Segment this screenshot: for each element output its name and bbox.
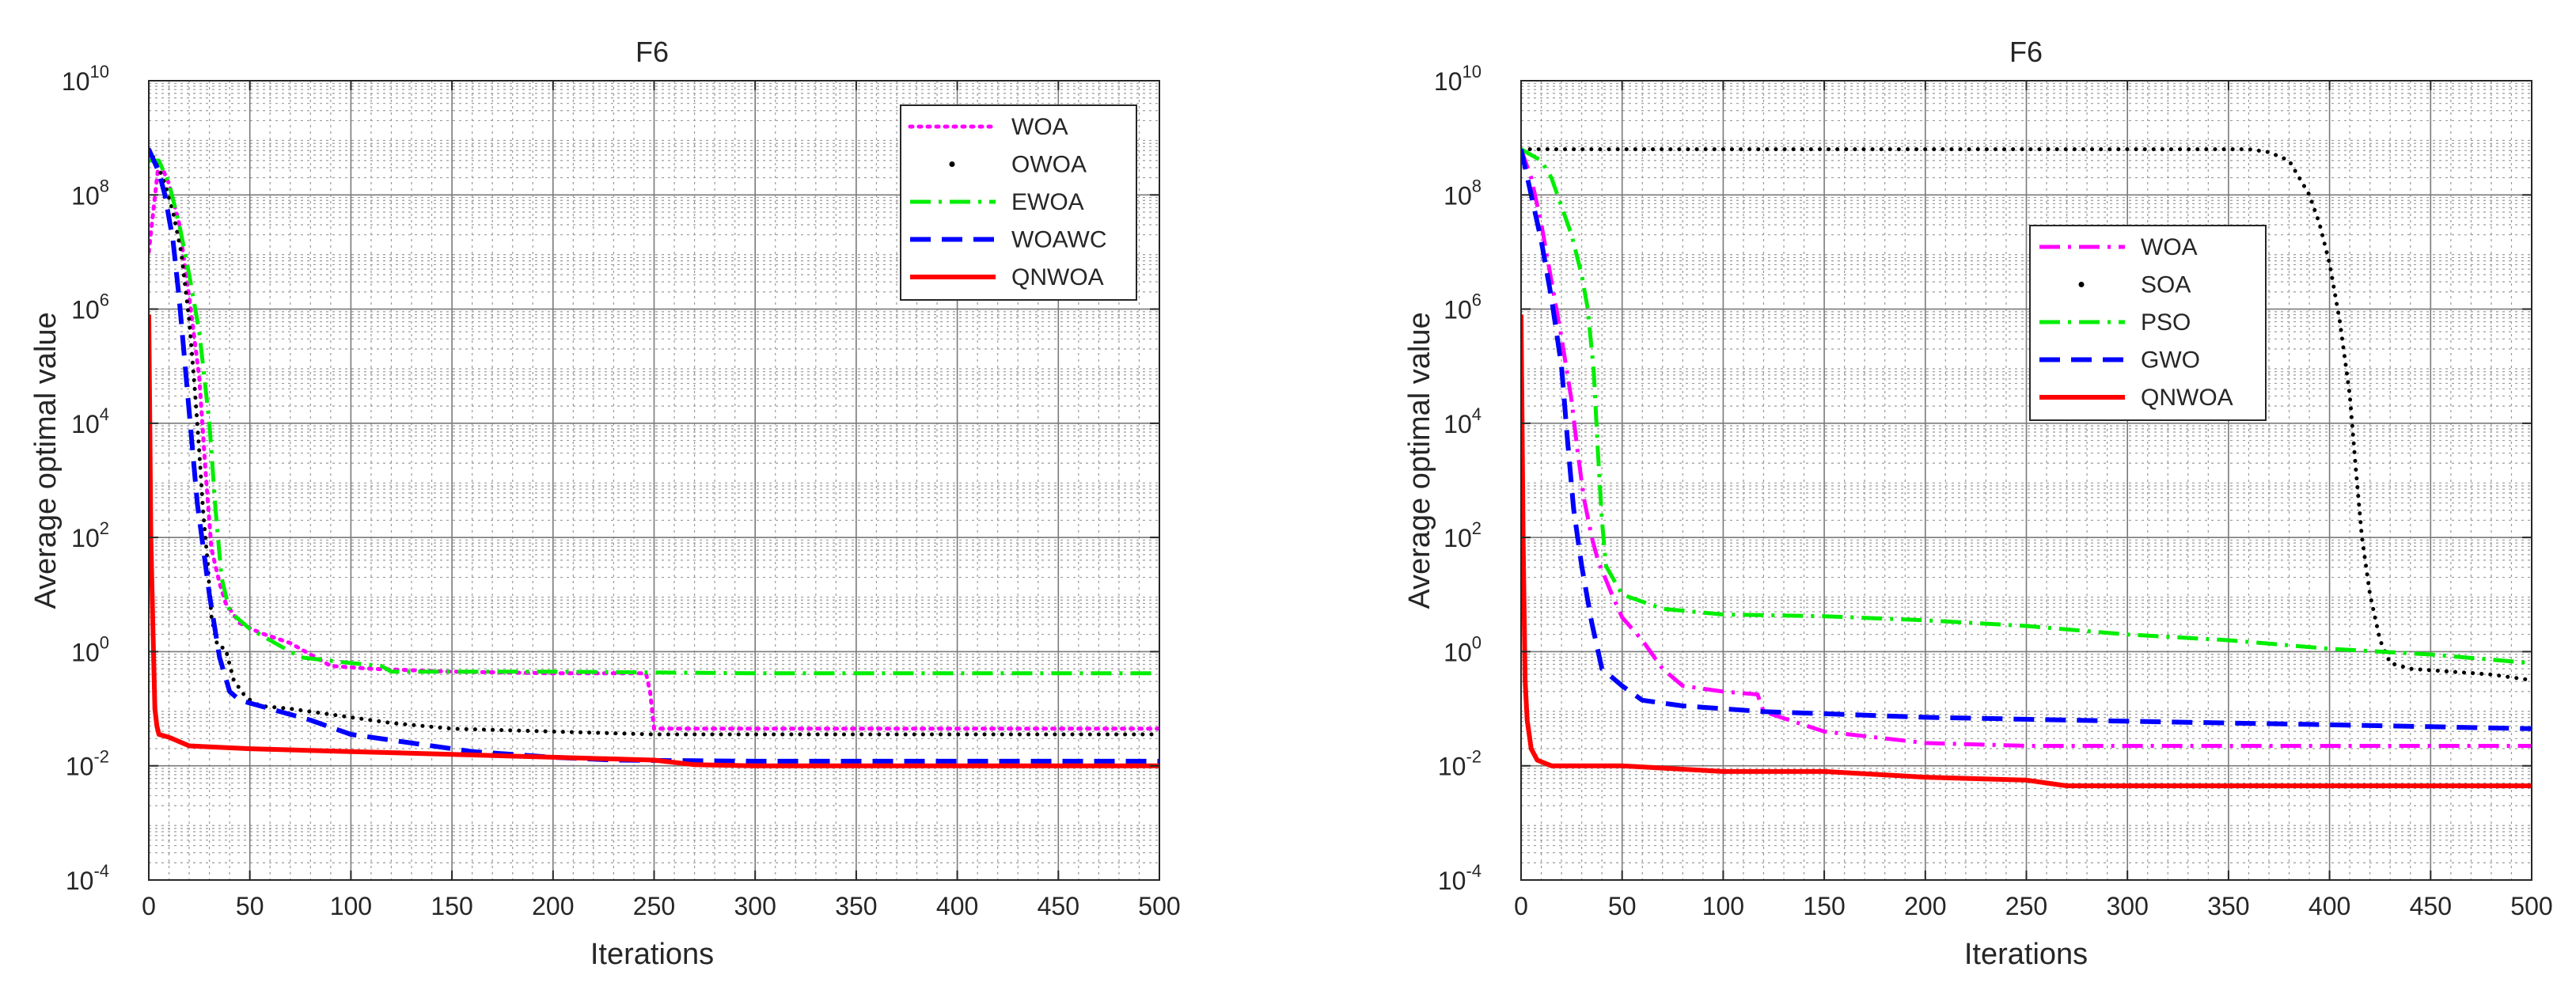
left-y-axis-label: Average optimal value bbox=[29, 312, 63, 609]
left-series-woa-line bbox=[149, 158, 1159, 731]
left-x-tick-label: 400 bbox=[936, 892, 978, 920]
left-series-qnwoa-line bbox=[149, 314, 1159, 768]
left-x-tick-label: 500 bbox=[1138, 892, 1180, 920]
left-series-group bbox=[149, 147, 1159, 768]
left-y-tick-label: 108 bbox=[71, 176, 109, 210]
right-panel: F6 Iterations Average optimal value 0 50 1… bbox=[1403, 36, 2553, 971]
left-panel: F6 Iterations Average optimal value 0 50 1… bbox=[29, 36, 1181, 971]
right-x-tick-label: 250 bbox=[2005, 892, 2047, 920]
left-legend-swatch-owoa bbox=[949, 161, 955, 167]
right-x-axis-label: Iterations bbox=[1964, 938, 2088, 971]
left-y-tick-label: 106 bbox=[71, 290, 109, 324]
right-x-tick-label: 150 bbox=[1803, 892, 1845, 920]
left-y-tick-label: 100 bbox=[71, 632, 109, 666]
right-x-tick-label: 450 bbox=[2410, 892, 2452, 920]
right-series-gwo-line bbox=[1521, 148, 2532, 731]
left-y-tick-label: 102 bbox=[71, 518, 109, 552]
right-legend-label-soa: SOA bbox=[2141, 272, 2191, 298]
right-y-tick-label: 1010 bbox=[1434, 62, 1481, 96]
left-x-tick-label: 450 bbox=[1038, 892, 1079, 920]
right-legend: WOA SOA PSO GWO QNWOA bbox=[2029, 225, 2267, 421]
left-x-tick-label: 0 bbox=[142, 892, 156, 920]
right-y-tick-label: 10-2 bbox=[1438, 747, 1481, 781]
right-x-tick-label: 400 bbox=[2309, 892, 2350, 920]
right-y-tick-label: 108 bbox=[1444, 176, 1481, 210]
right-series-qnwoa-line bbox=[1521, 314, 2532, 788]
left-legend-label-woawc: WOAWC bbox=[1011, 227, 1107, 253]
right-series-group bbox=[1521, 147, 2532, 788]
right-series-pso-line bbox=[1521, 147, 2532, 666]
left-x-tick-label: 250 bbox=[633, 892, 675, 920]
right-x-tick-label: 200 bbox=[1904, 892, 1946, 920]
right-x-tick-label: 350 bbox=[2207, 892, 2249, 920]
left-x-tick-label: 50 bbox=[236, 892, 264, 920]
left-legend-label-ewoa: EWOA bbox=[1011, 189, 1084, 215]
right-y-tick-label: 10-4 bbox=[1438, 861, 1481, 895]
right-legend-label-gwo: GWO bbox=[2141, 347, 2200, 374]
right-y-tick-label: 104 bbox=[1444, 404, 1481, 438]
left-chart-title: F6 bbox=[635, 36, 669, 68]
right-x-tick-label: 500 bbox=[2510, 892, 2552, 920]
right-series-woa-line bbox=[1521, 148, 2532, 748]
left-legend-label-qnwoa: QNWOA bbox=[1011, 264, 1104, 290]
right-legend-label-woa: WOA bbox=[2141, 234, 2198, 260]
left-series-owoa-line bbox=[149, 147, 1159, 737]
right-y-tick-label: 106 bbox=[1444, 290, 1481, 324]
right-legend-swatch-soa bbox=[2078, 282, 2085, 287]
right-x-tick-label: 50 bbox=[1608, 892, 1637, 920]
right-y-axis-label: Average optimal value bbox=[1403, 312, 1436, 609]
left-legend: WOA OWOA EWOA WOAWC QNWOA bbox=[900, 104, 1137, 301]
left-x-tick-label: 100 bbox=[330, 892, 372, 920]
left-series-ewoa-line bbox=[149, 158, 1159, 676]
left-legend-label-woa: WOA bbox=[1011, 114, 1068, 140]
left-y-tick-label: 10-2 bbox=[66, 747, 109, 781]
left-legend-label-owoa: OWOA bbox=[1011, 152, 1087, 178]
left-x-tick-label: 300 bbox=[734, 892, 776, 920]
right-legend-label-pso: PSO bbox=[2141, 309, 2191, 336]
left-x-axis-label: Iterations bbox=[590, 938, 714, 971]
right-y-tick-label: 102 bbox=[1444, 518, 1481, 552]
left-y-tick-label: 1010 bbox=[62, 62, 109, 96]
left-x-tick-label: 350 bbox=[835, 892, 877, 920]
left-x-tick-label: 200 bbox=[532, 892, 574, 920]
right-x-tick-label: 300 bbox=[2107, 892, 2149, 920]
right-x-tick-label: 100 bbox=[1702, 892, 1744, 920]
right-chart-title: F6 bbox=[2009, 36, 2043, 68]
right-y-tick-label: 100 bbox=[1444, 632, 1481, 666]
left-y-tick-label: 10-4 bbox=[66, 861, 109, 895]
left-y-tick-label: 104 bbox=[71, 404, 109, 438]
left-x-tick-label: 150 bbox=[431, 892, 472, 920]
right-legend-label-qnwoa: QNWOA bbox=[2141, 385, 2233, 411]
right-x-tick-label: 0 bbox=[1514, 892, 1528, 920]
